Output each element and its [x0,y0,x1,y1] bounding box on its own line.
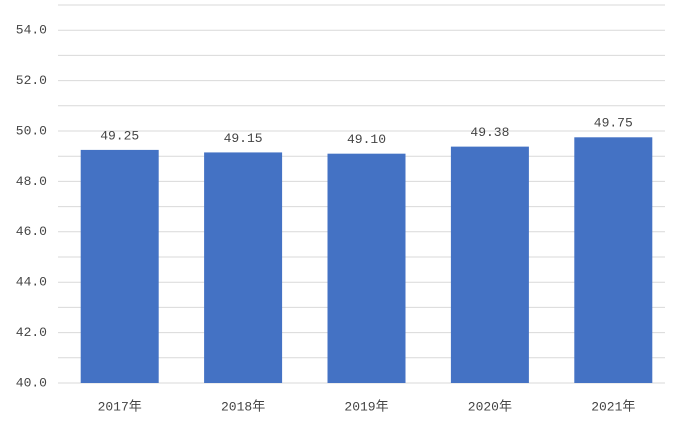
x-tick-label: 2021年 [591,399,635,414]
bar [80,149,159,383]
x-tick-label: 2018年 [221,399,265,414]
value-label: 49.75 [594,116,633,131]
x-tick-label: 2019年 [344,399,388,414]
value-label: 49.15 [224,131,263,146]
bar [204,152,283,383]
value-label: 49.10 [347,132,386,147]
bar [450,146,529,383]
bar [327,153,406,383]
value-label: 49.38 [470,125,509,140]
value-label: 49.25 [100,128,139,143]
y-tick-label: 48.0 [16,174,47,189]
x-tick-label: 2017年 [98,399,142,414]
x-tick-label: 2020年 [468,399,512,414]
y-tick-label: 54.0 [16,23,47,38]
y-tick-label: 44.0 [16,275,47,290]
y-tick-label: 40.0 [16,375,47,390]
y-tick-label: 52.0 [16,73,47,88]
y-tick-label: 46.0 [16,224,47,239]
y-tick-label: 50.0 [16,123,47,138]
bar [574,137,653,383]
y-tick-label: 42.0 [16,325,47,340]
